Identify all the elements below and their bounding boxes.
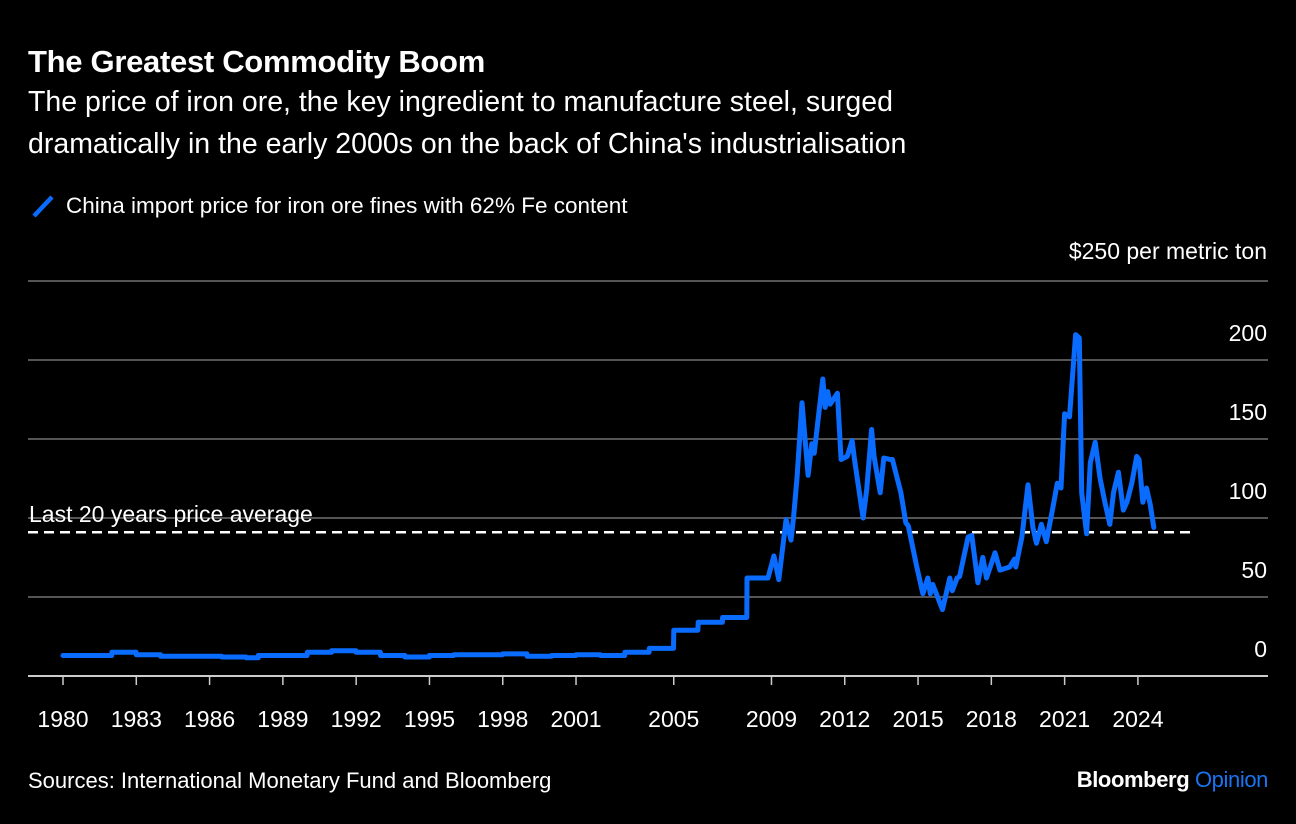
logo-product: Opinion (1194, 767, 1268, 792)
chart-subtitle-line-2: dramatically in the early 2000s on the b… (28, 128, 907, 160)
x-tick-label-2021: 2021 (1039, 706, 1090, 732)
y-tick-label-200: 200 (1229, 320, 1267, 346)
x-tick-label-2009: 2009 (746, 706, 797, 732)
legend-swatch-icon (32, 195, 54, 218)
x-tick-label-2018: 2018 (966, 706, 1017, 732)
y-axis-unit-label: $250 per metric ton (1068, 238, 1267, 264)
y-tick-label-100: 100 (1229, 478, 1267, 504)
x-tick-label-1992: 1992 (331, 706, 382, 732)
source-note: Sources: International Monetary Fund and… (28, 768, 552, 793)
x-tick-label-1980: 1980 (37, 706, 88, 732)
x-tick-label-2001: 2001 (550, 706, 601, 732)
legend-label: China import price for iron ore fines wi… (66, 193, 628, 218)
y-tick-label-0: 0 (1254, 636, 1267, 662)
logo-brand: Bloomberg (1076, 767, 1190, 792)
legend: China import price for iron ore fines wi… (30, 193, 628, 219)
x-tick-label-1983: 1983 (111, 706, 162, 732)
chart-subtitle-line-1: The price of iron ore, the key ingredien… (28, 86, 893, 118)
x-tick-label-1989: 1989 (257, 706, 308, 732)
x-tick-label-2024: 2024 (1112, 706, 1163, 732)
x-tick-label-2012: 2012 (819, 706, 870, 732)
series-line-0 (60, 332, 1157, 661)
y-tick-label-50: 50 (1241, 557, 1267, 583)
x-tick-label-2005: 2005 (648, 706, 699, 732)
bloomberg-opinion-logo: Bloomberg Opinion (1076, 767, 1269, 793)
chart-title: The Greatest Commodity Boom (28, 44, 485, 79)
y-tick-label-150: 150 (1229, 399, 1267, 425)
average-label: Last 20 years price average (29, 501, 313, 527)
x-tick-label-1995: 1995 (404, 706, 455, 732)
x-tick-label-1998: 1998 (477, 706, 528, 732)
x-tick-label-1986: 1986 (184, 706, 235, 732)
x-tick-label-2015: 2015 (892, 706, 943, 732)
